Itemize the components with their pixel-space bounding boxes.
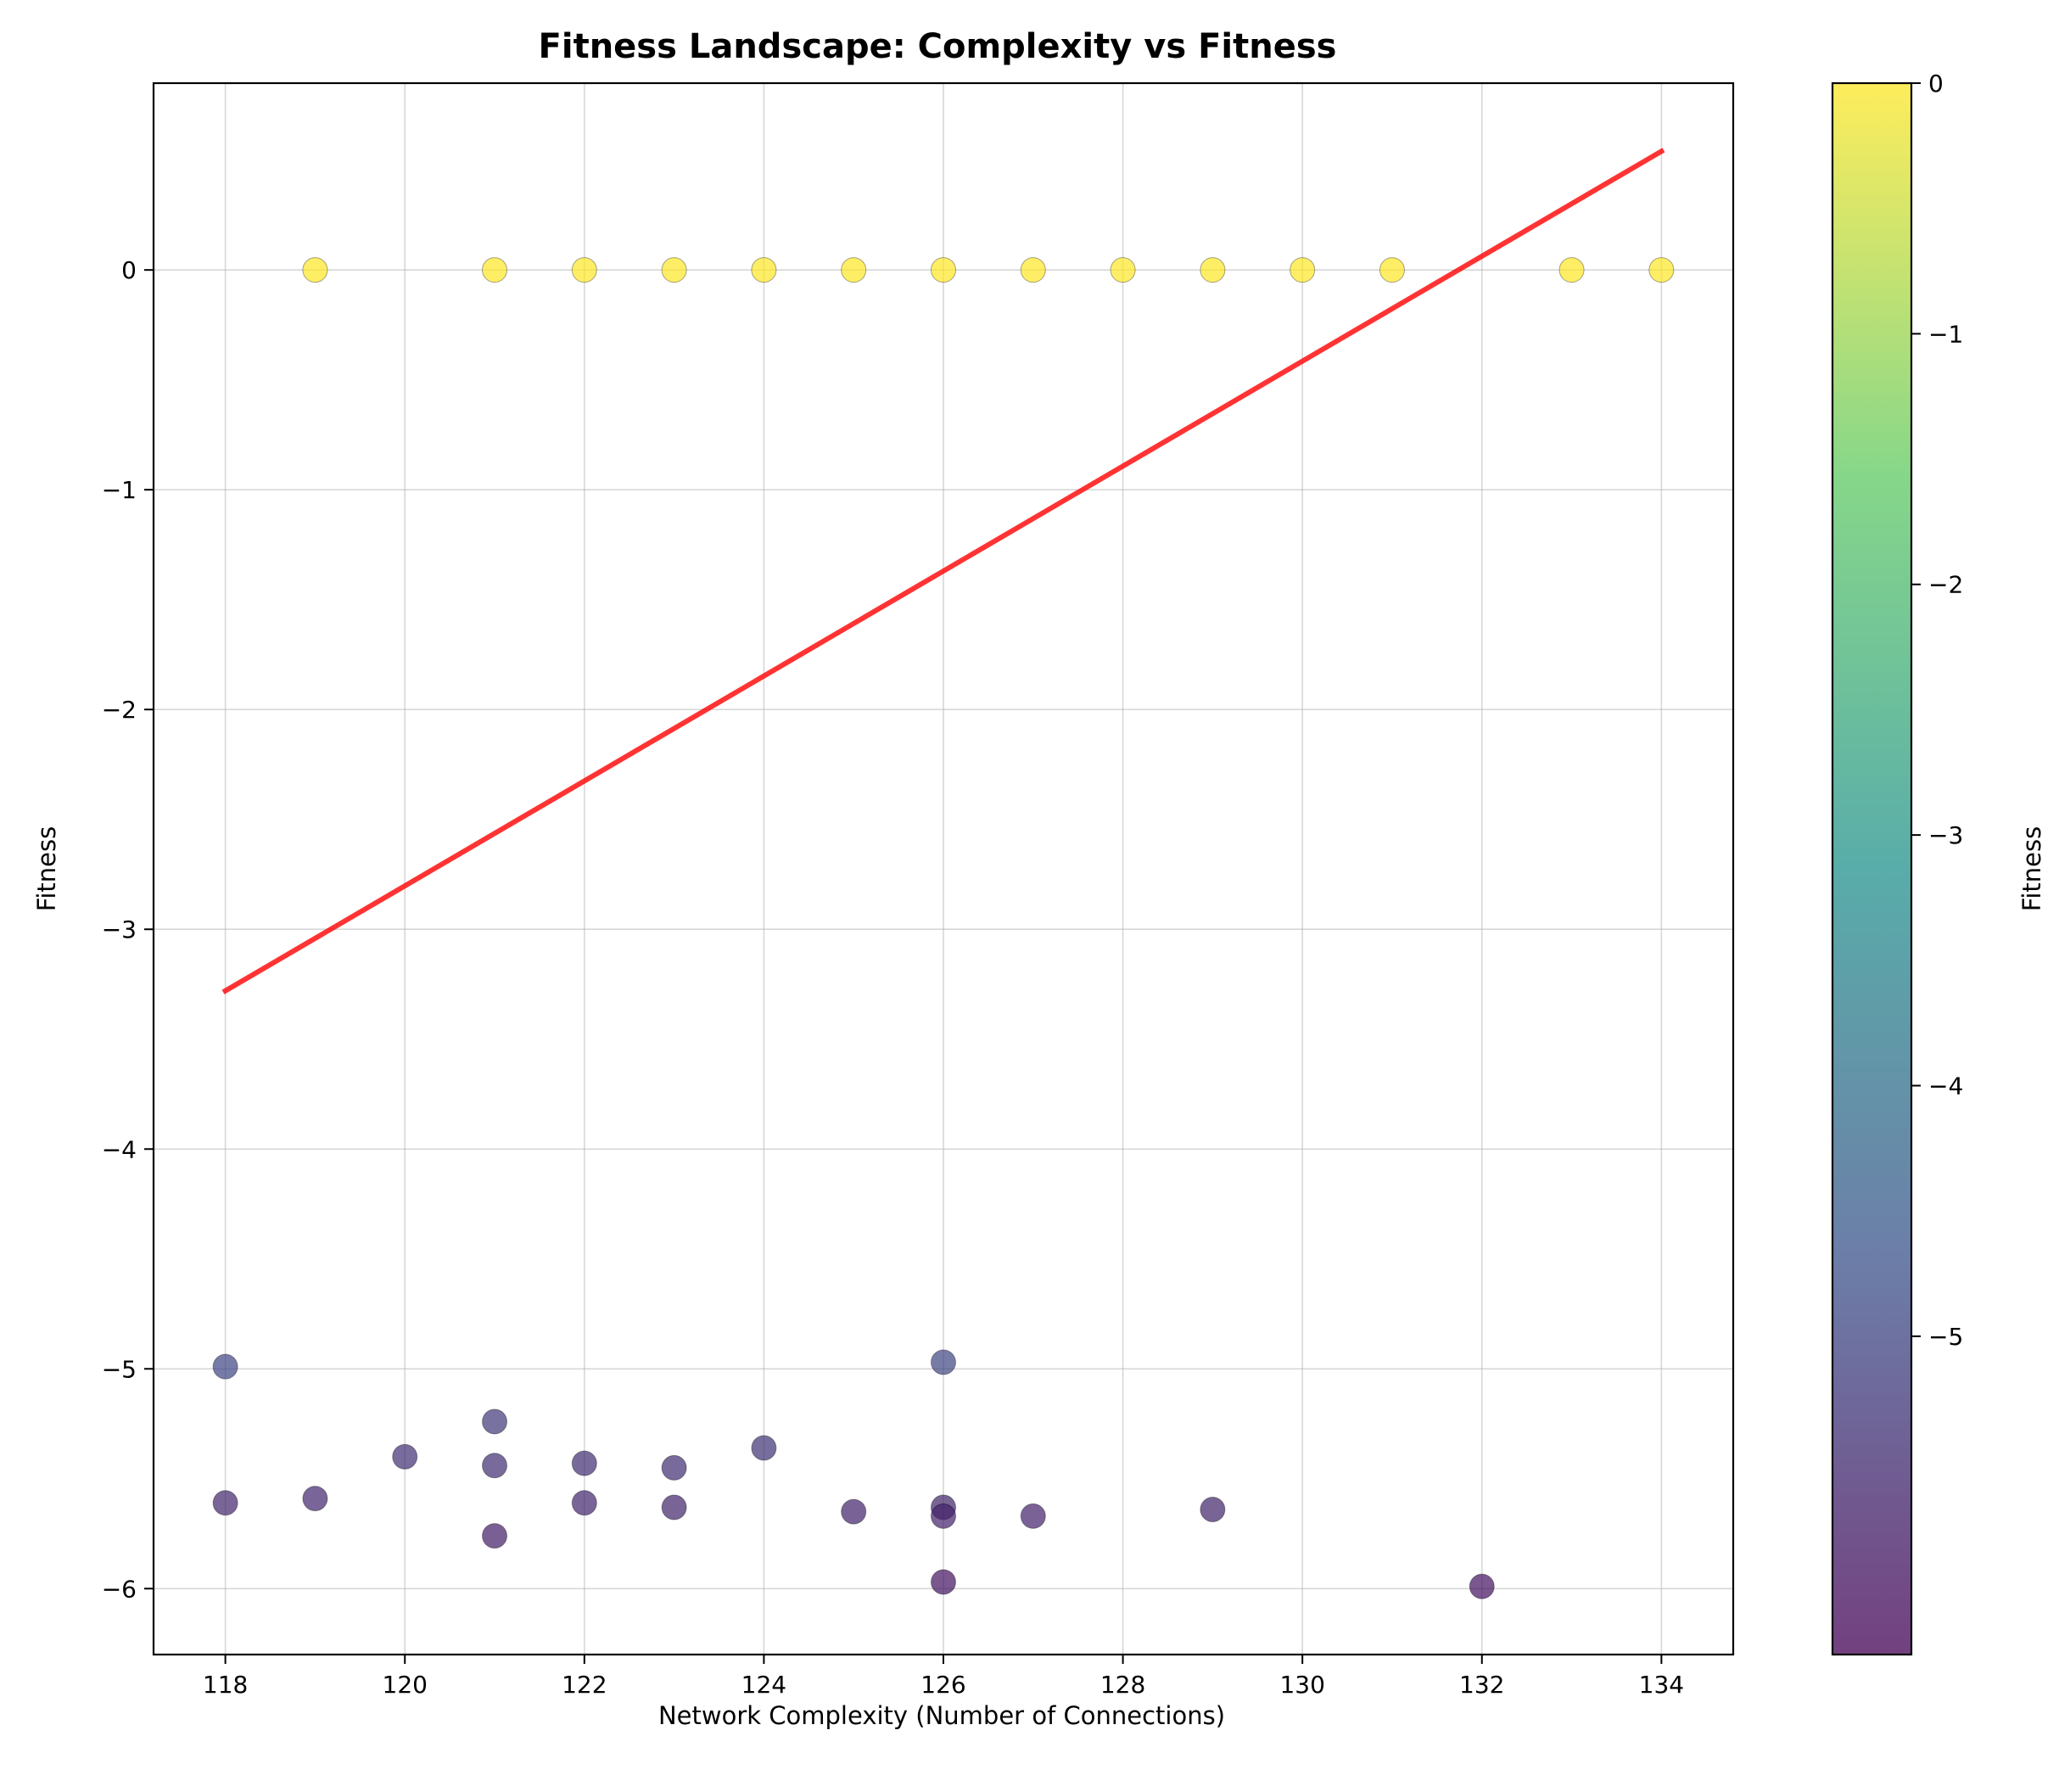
data-point [482, 257, 508, 283]
data-point [482, 1408, 508, 1435]
x-tick-label: 134 [1639, 1671, 1684, 1699]
x-axis-ticks: 118 120 122 124 126 128 130 132 134 [203, 1655, 1684, 1699]
data-point [571, 1450, 597, 1476]
data-point [841, 1498, 867, 1525]
data-point [661, 257, 687, 283]
colorbar-tick-label: 0 [1928, 70, 1944, 98]
x-tick-label: 126 [920, 1671, 965, 1699]
colorbar-label: Fitness [2017, 826, 2046, 911]
data-point [1379, 257, 1405, 283]
data-point [1110, 257, 1136, 283]
y-tick-label: −4 [102, 1135, 137, 1163]
data-point [302, 257, 328, 283]
data-point [392, 1443, 418, 1470]
data-point [931, 1503, 956, 1529]
colorbar-gradient [1832, 83, 1911, 1655]
data-point [571, 257, 597, 283]
y-tick-label: −1 [102, 476, 137, 504]
y-tick-label: −5 [102, 1355, 137, 1383]
data-point [1469, 1573, 1495, 1599]
data-point [1200, 257, 1226, 283]
data-point [1290, 257, 1316, 283]
x-tick-label: 130 [1279, 1671, 1324, 1699]
trend-line [221, 148, 1665, 994]
trend-line-group [221, 148, 1665, 994]
data-point [661, 1454, 687, 1481]
y-tick-label: −6 [102, 1575, 137, 1603]
scatter-points [212, 257, 1675, 1599]
data-point [1558, 257, 1585, 283]
data-point [1200, 1497, 1226, 1523]
data-point [571, 1490, 597, 1516]
y-tick-label: −3 [102, 916, 137, 944]
data-point [751, 1435, 777, 1461]
colorbar-ticks: 0 −1 −2 −3 −4 −5 [1911, 70, 1963, 1351]
y-axis-label: Fitness [32, 826, 61, 911]
chart-title: Fitness Landscape: Complexity vs Fitness [539, 27, 1337, 66]
data-point [661, 1494, 687, 1520]
data-point [302, 1486, 328, 1512]
colorbar-tick-label: −4 [1928, 1072, 1963, 1100]
y-axis-ticks: 0 −1 −2 −3 −4 −5 −6 [102, 256, 154, 1603]
x-tick-label: 124 [741, 1671, 786, 1699]
x-tick-label: 128 [1100, 1671, 1145, 1699]
colorbar: 0 −1 −2 −3 −4 −5 Fitness [1831, 70, 2046, 1656]
data-point [931, 257, 956, 283]
y-tick-label: −2 [102, 696, 137, 724]
x-tick-label: 120 [383, 1671, 428, 1699]
x-tick-label: 122 [562, 1671, 607, 1699]
colorbar-tick-label: −5 [1928, 1323, 1963, 1351]
colorbar-tick-label: −2 [1928, 571, 1963, 599]
colorbar-tick-label: −1 [1928, 320, 1963, 348]
data-point [482, 1453, 508, 1479]
data-point [931, 1349, 956, 1375]
colorbar-frame [1831, 81, 1913, 1656]
x-axis-label: Network Complexity (Number of Connection… [658, 1701, 1225, 1730]
data-point [751, 257, 777, 283]
data-point [1648, 257, 1675, 283]
x-tick-label: 132 [1459, 1671, 1504, 1699]
x-tick-label: 118 [203, 1671, 248, 1699]
data-point [931, 1569, 956, 1595]
colorbar-tick-label: −3 [1928, 821, 1963, 849]
y-tick-label: 0 [121, 256, 137, 284]
data-point [212, 1490, 238, 1516]
data-point [1020, 257, 1046, 283]
data-point [841, 257, 867, 283]
data-point [482, 1523, 508, 1549]
data-point [212, 1353, 238, 1380]
data-point [1020, 1503, 1046, 1529]
